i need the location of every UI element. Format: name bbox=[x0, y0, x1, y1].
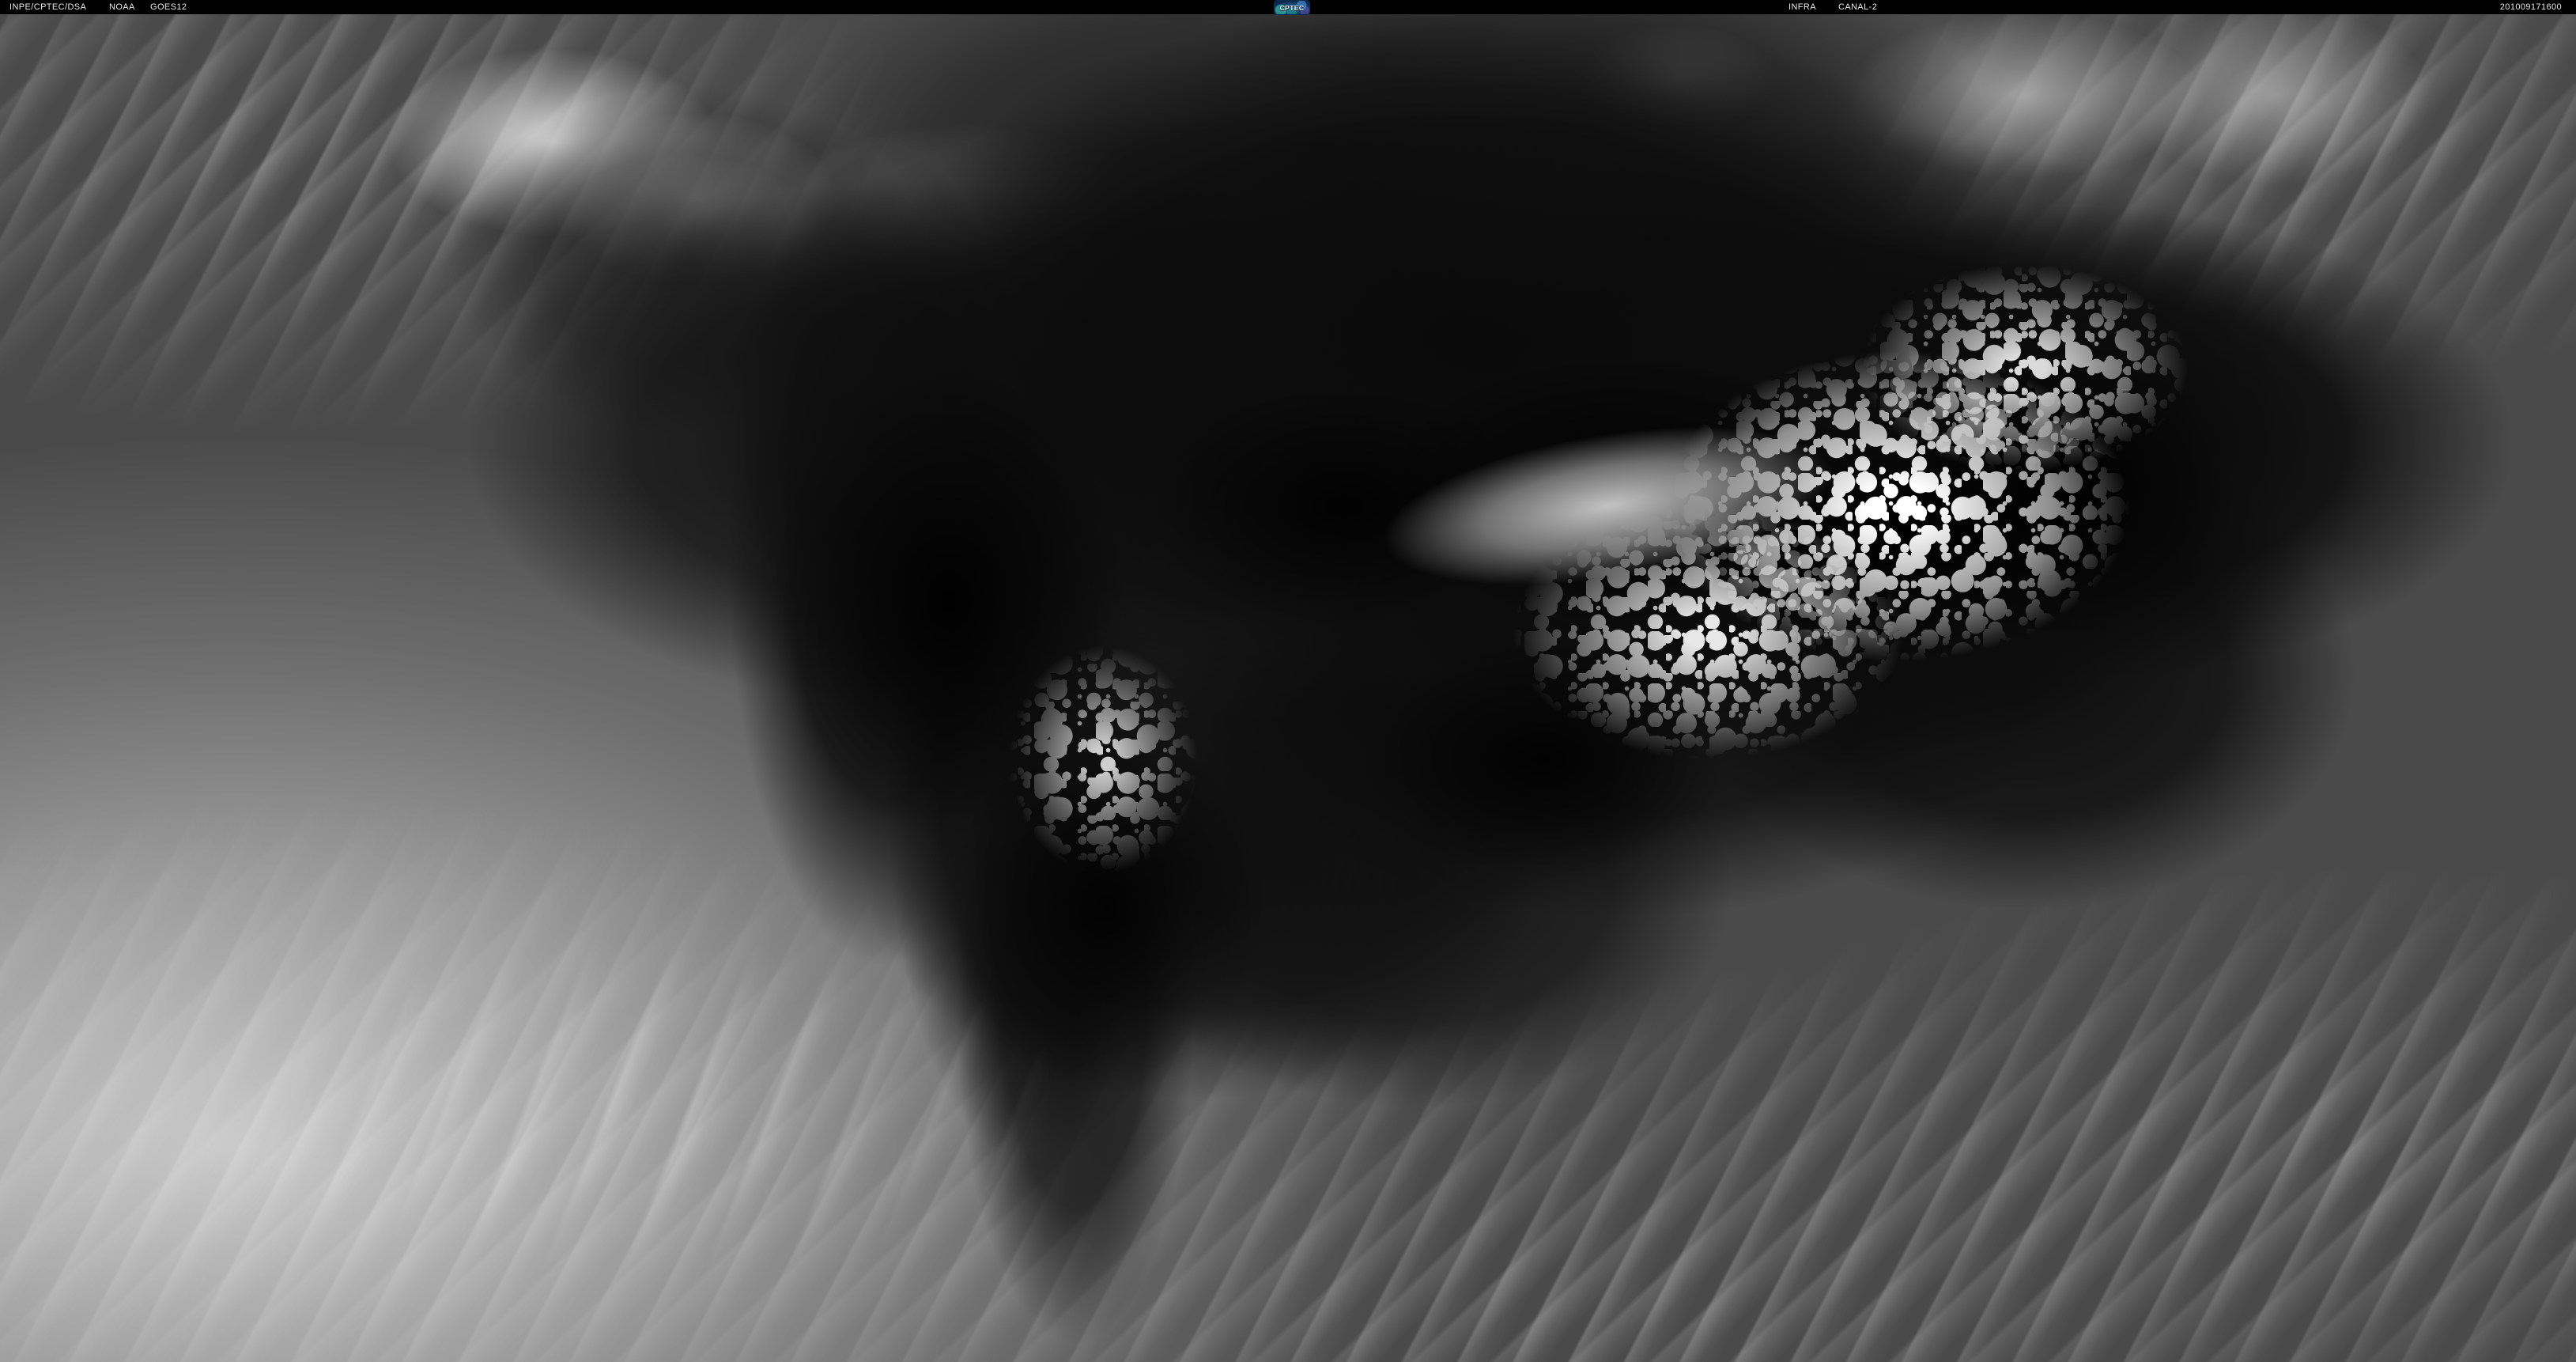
product-label: INFRA bbox=[1788, 2, 1816, 12]
convection-cluster-altiplano bbox=[973, 617, 1233, 902]
institution-label: INPE/CPTEC/DSA bbox=[9, 2, 87, 12]
header-bar: INPE/CPTEC/DSA NOAA GOES12 INFRA CANAL-2… bbox=[0, 0, 2576, 14]
satellite-label: GOES12 bbox=[150, 2, 187, 12]
cptec-logo-swirl bbox=[1275, 1, 1309, 14]
cptec-logo-text: CPTEC bbox=[1279, 3, 1305, 12]
cptec-logo: CPTEC bbox=[1275, 1, 1309, 14]
frontal-cloud-band-pacific bbox=[95, 886, 1202, 1329]
timestamp-label: 201009171600 bbox=[2499, 2, 2562, 12]
agency-label: NOAA bbox=[109, 2, 135, 12]
channel-label: CANAL-2 bbox=[1838, 2, 1878, 12]
